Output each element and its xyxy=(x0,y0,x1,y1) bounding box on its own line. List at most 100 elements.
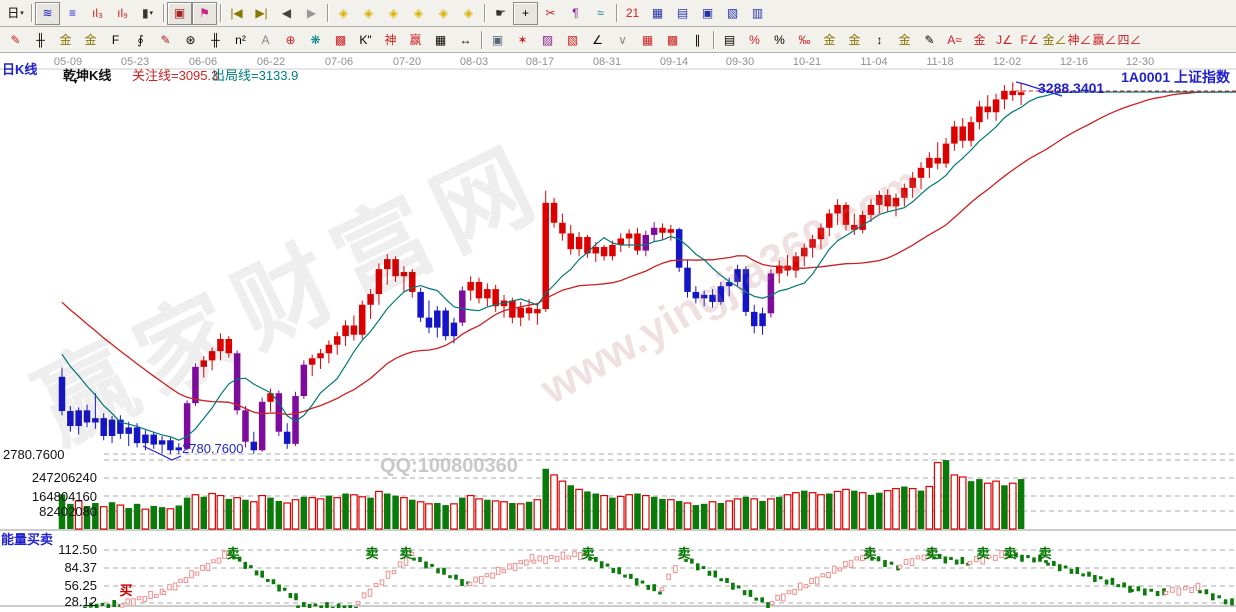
candle-style-dropdown[interactable]: ▮ ▾ xyxy=(135,2,160,25)
ray-fan-box-icon[interactable]: ▨ xyxy=(535,28,560,51)
web-box-icon[interactable]: ▩ xyxy=(328,28,353,51)
indicator-mark-up xyxy=(792,588,797,595)
indicator-mark-up xyxy=(222,550,227,559)
candle-body xyxy=(125,427,132,434)
width-measure-icon[interactable]: ↔ xyxy=(453,28,478,51)
ying-tool-icon[interactable]: 赢 xyxy=(403,28,428,51)
formula-manager-icon[interactable]: ▣ xyxy=(167,1,192,25)
web-star-icon[interactable]: ❋ xyxy=(303,28,328,51)
fibo-f-icon[interactable]: F xyxy=(103,28,128,51)
calculator-icon[interactable]: ▦ xyxy=(645,2,670,25)
color-volume-icon[interactable]: ⚑ xyxy=(192,1,217,25)
a-wave-icon[interactable]: A≈ xyxy=(942,28,967,51)
ruler-grid-icon[interactable]: ╫ xyxy=(28,28,53,51)
indicator-pane-title[interactable]: 能量买卖 xyxy=(1,532,54,547)
indicator-mark-down xyxy=(1008,555,1012,559)
gold-section2-icon[interactable]: 金 xyxy=(78,28,103,51)
frame-box-icon[interactable]: ▣ xyxy=(485,28,510,51)
period-day-dropdown[interactable]: 日 ▾ xyxy=(3,2,28,25)
ruler2-icon[interactable]: ╫ xyxy=(203,28,228,51)
indicator-mark-up xyxy=(967,560,973,565)
gold-angle-icon[interactable]: 金∠ xyxy=(1042,28,1067,51)
adjust-icon: ↕ xyxy=(876,32,883,47)
exit-line-value: 出局线=3133.9 xyxy=(212,68,299,83)
dropdown-arrow-icon: ▾ xyxy=(149,9,154,17)
n-square-icon[interactable]: n² xyxy=(228,28,253,51)
percent-line-icon[interactable]: ‰ xyxy=(792,28,817,51)
volume-bar-up xyxy=(992,480,1000,530)
indicator-mark-up xyxy=(769,601,775,606)
grid-red-icon[interactable]: ▦ xyxy=(635,28,660,51)
notes-icon[interactable]: ▤ xyxy=(670,2,695,25)
crosshair-tool-icon[interactable]: + xyxy=(513,1,538,25)
spiral-icon[interactable]: ∮ xyxy=(128,28,153,51)
pen2-icon[interactable]: ✎ xyxy=(917,28,942,51)
gold-under-icon[interactable]: 金 xyxy=(892,28,917,51)
indicator-mark-down xyxy=(243,561,248,569)
zigzag-icon[interactable]: ∨ xyxy=(610,28,635,51)
diamond-expand-icon[interactable]: ◈ xyxy=(456,2,481,25)
last-bar-icon[interactable]: ▶| xyxy=(249,2,274,25)
stats-list-icon[interactable]: ▤ xyxy=(717,28,742,51)
bars-3-icon[interactable]: ıl₃ xyxy=(85,2,110,25)
diamond-down-icon[interactable]: ◈ xyxy=(406,2,431,25)
first-bar-icon[interactable]: |◀ xyxy=(224,2,249,25)
calendar-icon[interactable]: 21 xyxy=(620,2,645,25)
gold-section-icon[interactable]: 金 xyxy=(53,28,78,51)
indicator-mark-up xyxy=(865,548,871,557)
symbol-title[interactable]: 1A0001 上证指数 xyxy=(1121,69,1230,85)
indicator-mark-up xyxy=(467,582,473,587)
k-mark-icon[interactable]: K" xyxy=(353,28,378,51)
gold-lines-icon[interactable]: 金 xyxy=(842,28,867,51)
diamond-up-icon[interactable]: ◈ xyxy=(381,2,406,25)
chart-canvas[interactable]: 05-09 05-23 06-06 06-22 07-06 07-20 08-03 08-17… xyxy=(0,53,1236,608)
measure-pen-icon[interactable]: ✎ xyxy=(153,28,178,51)
shen-tool-icon[interactable]: 神 xyxy=(378,28,403,51)
ray-fan-box2-icon[interactable]: ▧ xyxy=(560,28,585,51)
parallel-lines-icon[interactable]: ∥ xyxy=(685,28,710,51)
ray-fan-icon[interactable]: ✶ xyxy=(510,28,535,51)
percent-drop-icon[interactable]: % xyxy=(742,28,767,51)
angle-lines-icon[interactable]: ∠ xyxy=(585,28,610,51)
overlay-indicator-title[interactable]: 乾坤K线 xyxy=(63,68,112,83)
indicator-mark-down xyxy=(742,590,747,596)
wave-tool-icon[interactable]: ≈ xyxy=(588,2,613,25)
pin-tool-icon[interactable]: ✂ xyxy=(538,2,563,25)
mirror-a-icon[interactable]: A xyxy=(253,28,278,51)
volume-bar-up xyxy=(558,480,567,530)
grid-123-icon[interactable]: ▦ xyxy=(428,28,453,51)
prev-bar-icon[interactable]: ◀ xyxy=(274,2,299,25)
shen-angle-icon[interactable]: 神∠ xyxy=(1067,28,1092,51)
target-cross-icon[interactable]: ⊕ xyxy=(278,28,303,51)
trend-chart-icon[interactable]: ≋ xyxy=(35,1,60,25)
print-icon[interactable]: ▥ xyxy=(745,2,770,25)
gann-tool-icon[interactable]: ¶ xyxy=(563,2,588,25)
gold-circle-icon[interactable]: 金 xyxy=(817,28,842,51)
ying-angle-icon[interactable]: 赢∠ xyxy=(1092,28,1117,51)
j-angle-icon[interactable]: J∠ xyxy=(992,28,1017,51)
info-list-icon[interactable]: ≡ xyxy=(60,2,85,25)
bars-9-icon[interactable]: ıl₉ xyxy=(110,2,135,25)
mail-tools-icon[interactable]: ▧ xyxy=(720,2,745,25)
gold-box-icon[interactable]: 金 xyxy=(967,28,992,51)
f-angle-icon[interactable]: F∠ xyxy=(1017,28,1042,51)
diamond-left-icon[interactable]: ◈ xyxy=(331,2,356,25)
grid-red2-icon[interactable]: ▩ xyxy=(660,28,685,51)
four-angle-icon[interactable]: 四∠ xyxy=(1117,28,1142,51)
candle-body xyxy=(459,290,466,323)
diamond-compress-icon[interactable]: ◈ xyxy=(431,2,456,25)
candle-body xyxy=(625,233,633,239)
hand-tool-icon[interactable]: ☛ xyxy=(488,2,513,25)
adjust-icon[interactable]: ↕ xyxy=(867,28,892,51)
chart-region[interactable]: 05-09 05-23 06-06 06-22 07-06 07-20 08-03 08-17… xyxy=(0,53,1236,609)
candle-body xyxy=(634,233,641,251)
overlay-dropdown-icon[interactable]: ▼ xyxy=(72,79,79,86)
web-star-icon: ❋ xyxy=(310,32,321,47)
period-label[interactable]: 日K线 xyxy=(2,62,38,77)
brush-tool-icon[interactable]: ✎ xyxy=(3,28,28,51)
cycle-circle-icon[interactable]: ⊛ xyxy=(178,28,203,51)
percent-icon[interactable]: % xyxy=(767,28,792,51)
save-icon[interactable]: ▣ xyxy=(695,2,720,25)
next-bar-icon[interactable]: ▶ xyxy=(299,2,324,25)
diamond-right-icon[interactable]: ◈ xyxy=(356,2,381,25)
